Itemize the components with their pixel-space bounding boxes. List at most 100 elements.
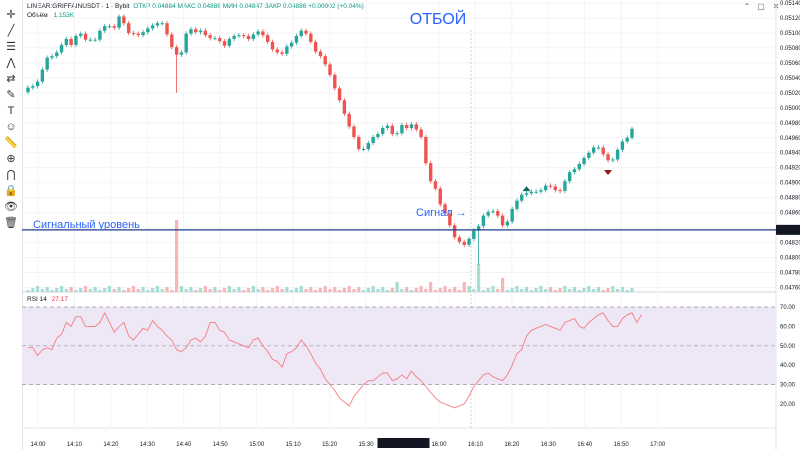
volume-value: 1.153K	[53, 12, 75, 19]
x-tick-label: 14:00	[30, 442, 46, 448]
trash-icon[interactable]: 🗑	[4, 217, 18, 229]
symbol-title[interactable]: LINEAR:GRIFFAINUSDT · 1 · Bybit	[27, 3, 130, 10]
zoom-icon[interactable]: ⊕	[6, 153, 16, 165]
candle-body	[203, 30, 208, 36]
volume-bar	[261, 287, 265, 292]
volume-bar	[592, 289, 596, 292]
volume-bar	[136, 289, 140, 292]
candle-body	[529, 191, 534, 194]
candle-body	[285, 46, 289, 54]
candle-body	[309, 33, 313, 42]
crosshair-icon[interactable]: ✛	[6, 9, 16, 21]
candle-body	[572, 169, 577, 173]
candle-body	[251, 34, 256, 39]
candle-body	[55, 52, 59, 57]
candle-body	[539, 190, 543, 192]
candle-body	[170, 34, 174, 48]
pattern-icon[interactable]: ⋀	[6, 57, 16, 69]
volume-bar	[299, 286, 303, 292]
volume-bar	[83, 286, 88, 292]
candle-body	[256, 31, 260, 35]
rsi-label[interactable]: RSI 14	[27, 296, 47, 303]
candle-body	[174, 47, 179, 55]
candle-body	[472, 230, 476, 239]
candle-body	[409, 124, 414, 129]
volume-bar	[155, 286, 160, 292]
x-tick-label: 14:40	[176, 442, 192, 448]
candle-body	[534, 191, 538, 193]
volume-bar	[381, 287, 385, 292]
volume-bar	[314, 290, 318, 292]
eye-icon[interactable]: 👁	[4, 201, 18, 213]
volume-bar	[251, 286, 255, 292]
volume-bar	[553, 290, 557, 292]
maximize-icon[interactable]: ▢	[757, 2, 765, 11]
brush-icon[interactable]: ✎	[6, 89, 16, 101]
x-tick-label: 15:20	[322, 442, 338, 448]
candle-body	[601, 147, 605, 155]
price-tick-label: 0.05060	[780, 61, 800, 67]
volume-bar	[405, 287, 409, 292]
volume-bar	[414, 288, 418, 292]
trend-line-icon[interactable]: ╱	[7, 25, 15, 37]
price-tag-bg	[776, 224, 800, 235]
volume-bar	[309, 287, 313, 292]
rsi-value: 27.17	[51, 296, 68, 303]
candle-body	[64, 38, 69, 45]
volume-bar	[222, 288, 227, 292]
volume-bar	[491, 286, 495, 292]
candle-body	[227, 38, 232, 46]
fib-icon[interactable]: ☰	[6, 41, 16, 53]
forecast-icon[interactable]: ⇄	[6, 73, 16, 85]
candle-body	[79, 33, 83, 36]
volume-bar	[462, 282, 466, 292]
ruler-icon[interactable]: 📏	[4, 137, 18, 149]
volume-bar	[294, 288, 299, 292]
price-tick-label: 0.05120	[780, 16, 800, 22]
candle-body	[486, 211, 490, 216]
volume-bar	[333, 287, 337, 292]
candle-body	[141, 32, 145, 36]
volume-bar	[620, 287, 625, 292]
candle-body	[371, 137, 375, 144]
price-tick-label: 0.04860	[780, 211, 800, 217]
volume-bar	[146, 290, 150, 292]
volume-bar	[515, 286, 519, 292]
candle-body	[333, 74, 337, 89]
emoji-icon[interactable]: ☺	[5, 121, 17, 133]
volume-bar	[424, 289, 428, 292]
magnet-icon[interactable]: ⋂	[6, 169, 16, 181]
lock-icon[interactable]: 🔒	[4, 185, 18, 197]
candle-body	[438, 188, 442, 205]
x-tick-label: 15:00	[249, 442, 265, 448]
volume-bar	[107, 286, 112, 292]
candle-body	[222, 41, 227, 46]
price-tick-label: 0.04960	[780, 136, 800, 142]
candle-body	[112, 26, 116, 28]
candle-body	[587, 152, 591, 158]
volume-bar	[170, 290, 174, 292]
candle-body	[83, 33, 88, 40]
candle-body	[582, 157, 586, 164]
candle-body	[553, 186, 558, 191]
x-tick-label: 14:50	[213, 442, 229, 448]
volume-bar	[31, 288, 35, 292]
candle-body	[31, 86, 35, 88]
candle-body	[93, 39, 97, 41]
volume-bar	[457, 290, 462, 292]
candle-body	[117, 16, 121, 28]
volume-bar	[357, 287, 361, 292]
volume-bar	[596, 287, 601, 292]
text-icon[interactable]: T	[7, 105, 15, 117]
price-tick-label: 0.04920	[780, 166, 800, 172]
volume-bar	[127, 288, 131, 292]
candle-body	[189, 29, 193, 34]
volume-bar	[189, 287, 193, 292]
volume-bar	[88, 289, 92, 292]
move-up-icon[interactable]: ⌃	[743, 2, 751, 11]
price-tick-label: 0.04900	[780, 181, 800, 187]
volume-bar	[611, 286, 615, 292]
candle-body	[524, 193, 529, 195]
candle-body	[515, 200, 519, 209]
